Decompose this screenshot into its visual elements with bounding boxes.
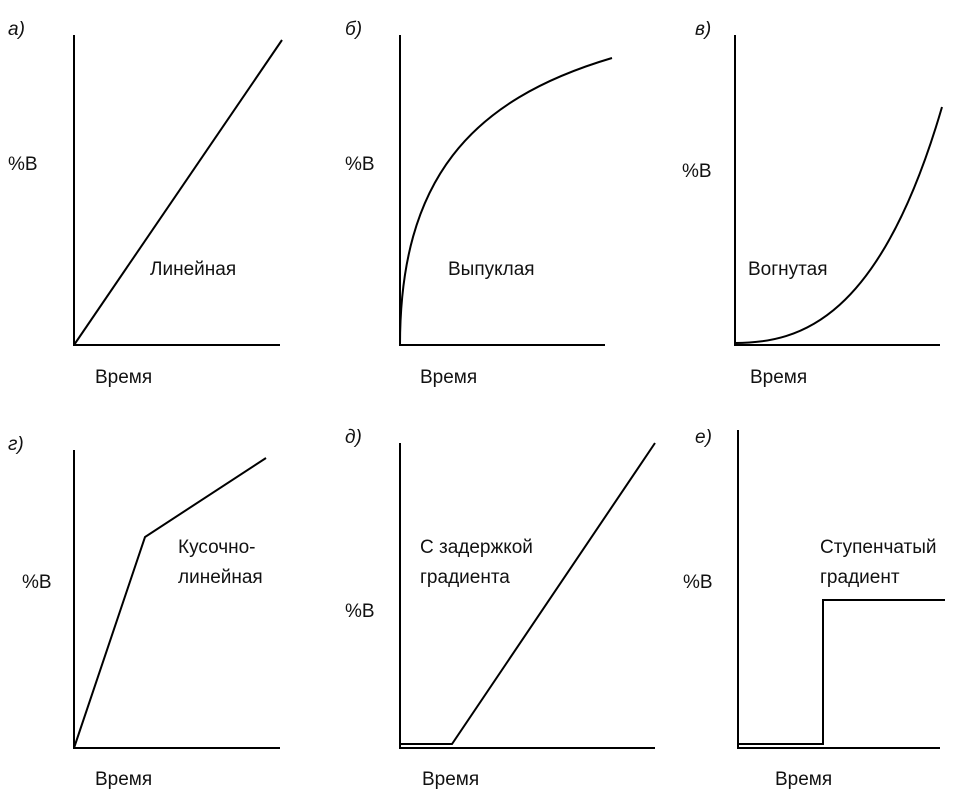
curve-label: Выпуклая: [448, 259, 535, 280]
axes: [73, 450, 280, 749]
curve: [73, 457, 267, 749]
y-label: %B: [8, 154, 38, 175]
x-label: Время: [420, 367, 477, 388]
y-label: %B: [345, 154, 375, 175]
x-label: Время: [750, 367, 807, 388]
panel: б) %B Время Выпуклая: [345, 19, 613, 388]
panel: г) %B Время Кусочно- линейная: [8, 434, 280, 790]
curve: [734, 106, 943, 344]
x-label: Время: [422, 769, 479, 790]
panel-letter: б): [345, 19, 362, 40]
panel: е) %B Время Ступенчатый градиент: [683, 427, 945, 790]
x-label: Время: [95, 367, 152, 388]
curve-label: Вогнутая: [748, 259, 828, 280]
curve: [73, 39, 283, 346]
y-label: %B: [345, 601, 375, 622]
panel: д) %B Время С задержкой градиента: [345, 427, 656, 790]
curve-label: линейная: [178, 567, 263, 588]
curve-label: С задержкой: [420, 537, 533, 558]
x-label: Время: [775, 769, 832, 790]
curve-label: Линейная: [150, 259, 236, 280]
curve-label: градиента: [420, 567, 510, 588]
panel: а) %B Время Линейная: [8, 19, 283, 388]
curve-label: Ступенчатый: [820, 537, 937, 558]
axes: [737, 430, 940, 749]
y-label: %B: [22, 572, 52, 593]
curve: [399, 57, 613, 346]
curve-label: Кусочно-: [178, 537, 256, 558]
panel-letter: а): [8, 19, 25, 40]
curve: [738, 599, 945, 745]
curve-label: градиент: [820, 567, 900, 588]
axes: [734, 35, 940, 346]
panel-letter: д): [345, 427, 362, 448]
axes: [399, 443, 655, 749]
panel: в) %B Время Вогнутая: [682, 19, 943, 388]
curve: [400, 442, 656, 745]
y-label: %B: [682, 161, 712, 182]
y-label: %B: [683, 572, 713, 593]
panel-letter: г): [8, 434, 24, 455]
panel-letter: в): [695, 19, 711, 40]
panel-letter: е): [695, 427, 712, 448]
x-label: Время: [95, 769, 152, 790]
